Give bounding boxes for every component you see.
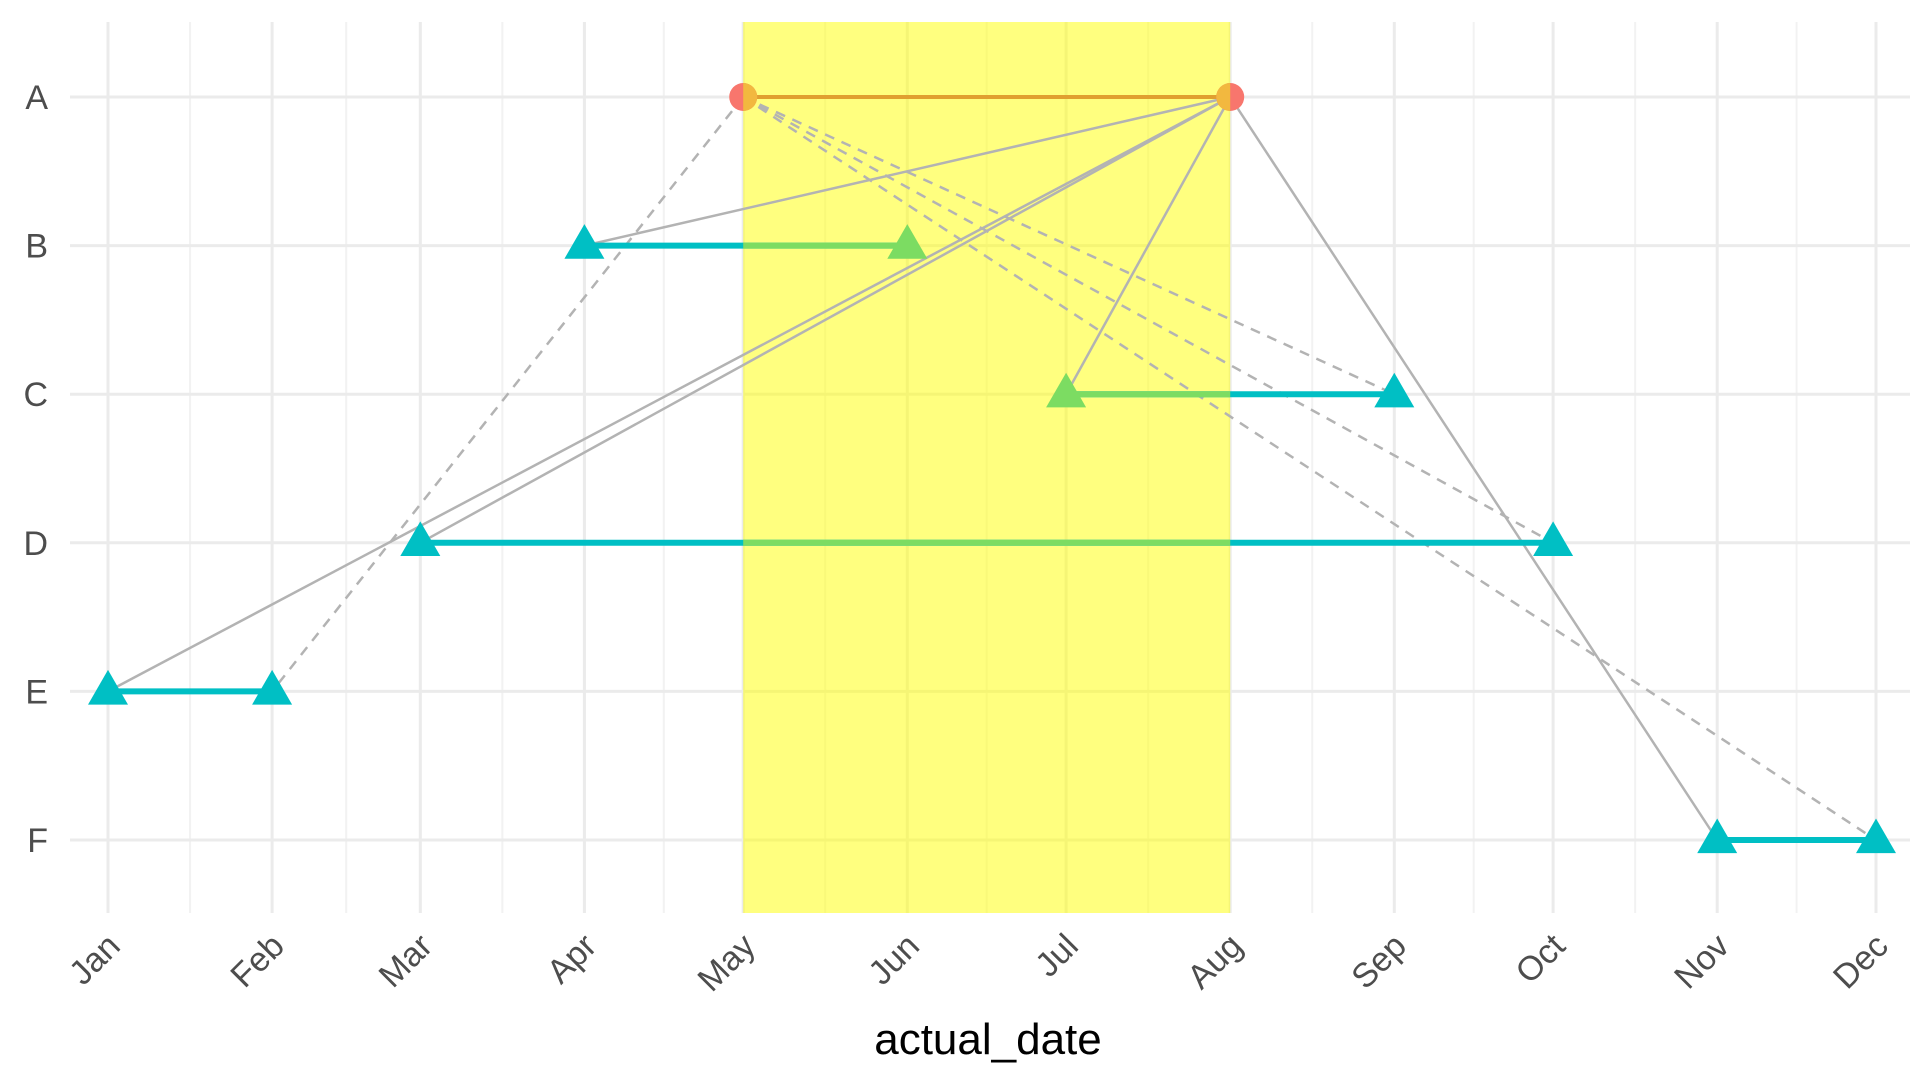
highlight-band	[743, 22, 1231, 913]
task-c-start-marker	[1046, 372, 1087, 408]
x-tick-label: Nov	[1667, 927, 1737, 997]
y-tick-label: C	[23, 376, 48, 414]
dependency-line-a-c	[1065, 96, 1232, 395]
task-b-end-marker	[887, 224, 928, 259]
task-e-start-marker	[88, 669, 128, 705]
task-f-start-marker	[1697, 818, 1738, 854]
x-tick-label: Aug	[1180, 927, 1250, 997]
task-a-marker-band-overlap	[743, 83, 758, 111]
x-tick-label: Feb	[223, 927, 291, 995]
highlight-band-overlay	[743, 83, 1231, 111]
task-c-end-marker	[1374, 372, 1415, 408]
x-axis-title: actual_date	[874, 1015, 1102, 1064]
dependency-line-a-e	[271, 96, 745, 693]
x-tick-label: Oct	[1508, 926, 1573, 991]
task-a-marker-band-overlap	[1216, 83, 1231, 111]
x-tick-label: May	[691, 927, 763, 999]
x-tick-label: Jun	[861, 927, 927, 993]
task-d-end-marker	[1533, 521, 1574, 556]
y-tick-label: F	[27, 822, 48, 860]
dependency-line-a-f	[742, 95, 1877, 842]
dependency-line-a-d	[419, 95, 1231, 544]
y-tick-label: E	[25, 673, 48, 711]
dependency-lines	[107, 95, 1877, 842]
task-f-end-marker	[1856, 818, 1896, 854]
x-tick-label: Dec	[1826, 927, 1896, 997]
x-tick-label: Sep	[1344, 927, 1414, 997]
dependency-line-a-f	[1229, 96, 1719, 841]
x-tick-labels: Jan Feb Mar Apr May Jun Jul Aug Sep Oct Nov Dec	[62, 926, 1896, 999]
x-tick-label: Mar	[372, 927, 440, 995]
y-tick-labels: A B C D E F	[23, 79, 48, 860]
x-tick-label: Jul	[1028, 927, 1086, 985]
dependency-line-a-c	[742, 95, 1395, 396]
y-tick-label: A	[25, 79, 48, 117]
task-intervals	[108, 95, 1876, 843]
task-b-start-marker	[564, 224, 605, 259]
highlight-band-layer	[743, 22, 1231, 913]
task-d-start-marker	[400, 521, 441, 556]
y-tick-label: D	[23, 525, 48, 563]
y-tick-label: B	[25, 228, 48, 266]
x-tick-label: Jan	[62, 927, 128, 993]
dependency-line-a-e	[107, 95, 1231, 693]
x-tick-label: Apr	[540, 927, 604, 991]
task-e-end-marker	[252, 669, 293, 705]
